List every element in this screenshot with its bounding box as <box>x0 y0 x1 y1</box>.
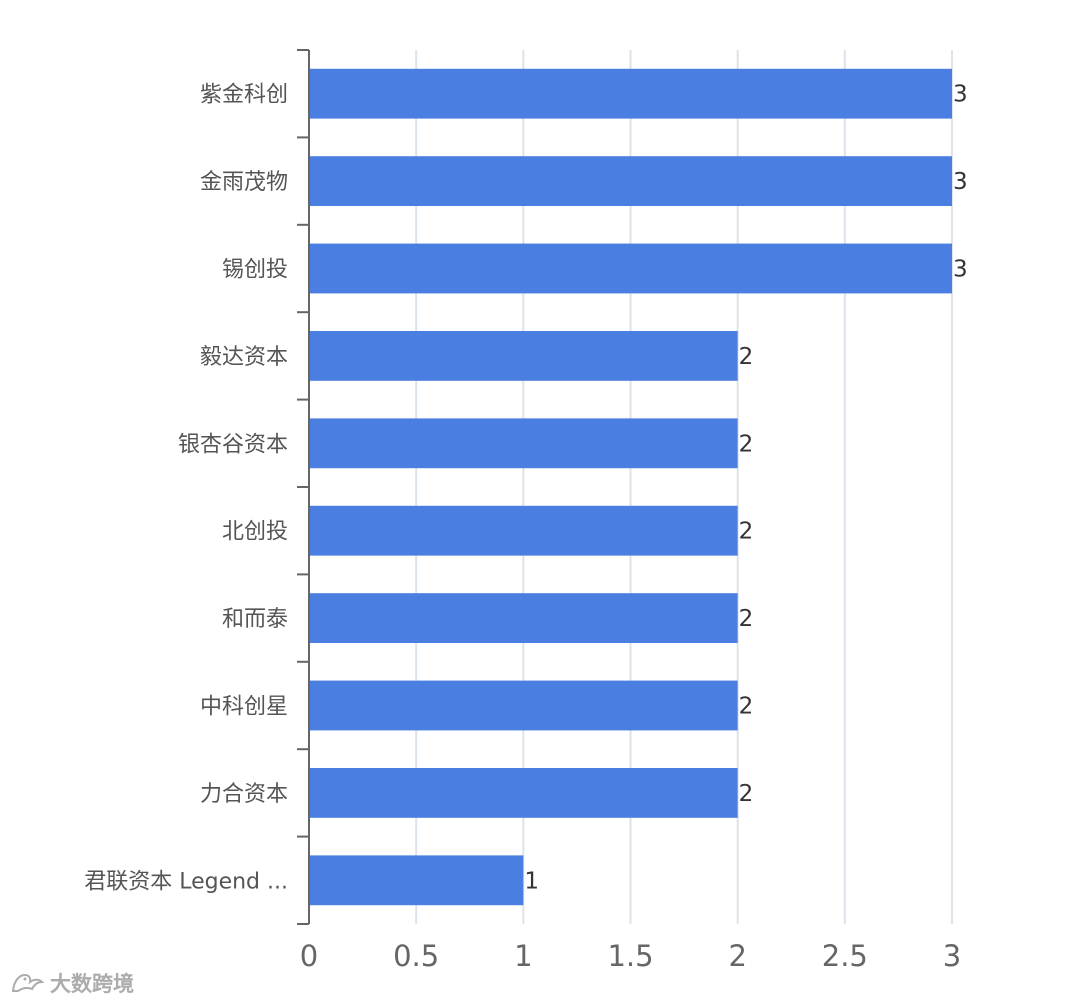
category-label: 锡创投 <box>222 258 288 283</box>
watermark-text: 大数跨境 <box>50 972 134 996</box>
bars <box>309 68 952 906</box>
bar <box>309 505 738 556</box>
x-tick-label: 3 <box>943 939 961 973</box>
labels: 0 0.5 1 1.5 2 2.5 3 紫金科创 3 金雨茂物 3 锡创投 3 毅达资本 2 银杏谷资本 2 北创… <box>84 82 967 973</box>
x-tick-label: 2 <box>728 939 746 973</box>
x-tick-label: 1 <box>514 939 532 973</box>
x-tick-label: 2.5 <box>822 939 868 973</box>
bar <box>309 418 738 469</box>
data-label: 2 <box>739 431 754 457</box>
category-label: 君联资本 Legend ... <box>84 869 288 894</box>
category-label: 金雨茂物 <box>200 170 288 195</box>
bar <box>309 243 952 294</box>
data-label: 3 <box>953 82 968 108</box>
category-label: 北创投 <box>222 520 288 545</box>
category-label: 紫金科创 <box>200 83 288 108</box>
x-tick-label: 1.5 <box>607 939 653 973</box>
bird-logo-icon <box>10 971 44 995</box>
bar <box>309 855 524 906</box>
watermark: 大数跨境 <box>10 968 134 998</box>
axes <box>297 49 310 925</box>
data-label: 2 <box>739 781 754 807</box>
bar <box>309 593 738 644</box>
data-label: 2 <box>739 694 754 720</box>
bar <box>309 330 738 381</box>
data-label: 1 <box>524 868 539 894</box>
data-label: 2 <box>739 519 754 545</box>
x-tick-label: 0.5 <box>393 939 439 973</box>
data-label: 3 <box>953 257 968 283</box>
category-label: 力合资本 <box>200 782 288 807</box>
x-tick-label: 0 <box>300 939 318 973</box>
category-label: 毅达资本 <box>200 345 288 370</box>
category-label: 中科创星 <box>200 695 288 720</box>
bar <box>309 68 952 119</box>
category-label: 和而泰 <box>222 607 288 632</box>
data-label: 2 <box>739 606 754 632</box>
bar <box>309 767 738 818</box>
data-label: 3 <box>953 169 968 195</box>
category-label: 银杏谷资本 <box>178 432 288 457</box>
bar <box>309 156 952 207</box>
bar <box>309 680 738 731</box>
data-label: 2 <box>739 344 754 370</box>
